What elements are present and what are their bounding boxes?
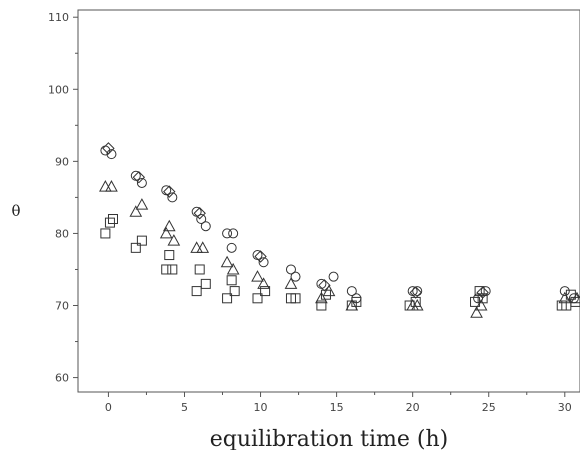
circle-marker — [285, 264, 296, 275]
triangle-marker — [190, 241, 204, 253]
triangle-marker — [159, 226, 173, 239]
square-marker — [477, 293, 488, 304]
x-tick-label: 10 — [254, 401, 268, 414]
diamond-marker — [409, 286, 422, 299]
square-marker — [136, 235, 147, 246]
triangle-marker — [226, 262, 240, 275]
square-marker — [191, 286, 202, 297]
x-tick-label: 20 — [406, 401, 420, 414]
triangle-marker — [257, 277, 270, 289]
diamond-marker — [132, 171, 146, 184]
square-marker — [104, 217, 115, 228]
triangle-marker — [135, 198, 149, 210]
square-marker — [290, 293, 301, 304]
plot-frame — [77, 9, 580, 393]
circle-marker — [106, 149, 117, 160]
triangle-marker — [558, 291, 572, 304]
triangle-marker — [284, 277, 298, 289]
circle-marker — [290, 271, 301, 282]
triangle-marker — [129, 205, 143, 217]
circle-marker — [200, 221, 211, 232]
triangle-marker — [105, 180, 118, 192]
triangle-marker — [99, 180, 112, 192]
y-tick-label: 90 — [55, 155, 69, 168]
square-marker — [316, 300, 327, 311]
diamond-marker — [318, 279, 331, 292]
diamond-marker — [476, 286, 489, 299]
y-axis-label: θ — [11, 202, 20, 220]
x-tick-label: 25 — [482, 401, 496, 414]
data-markers — [99, 142, 580, 318]
triangle-marker — [251, 270, 264, 282]
triangle-marker — [470, 306, 483, 318]
square-marker — [130, 242, 141, 253]
circle-marker — [559, 286, 570, 297]
x-tick-label: 15 — [330, 401, 344, 414]
x-tick-label: 0 — [105, 401, 112, 414]
circle-marker — [196, 214, 207, 225]
square-marker — [252, 293, 263, 304]
diamond-marker — [163, 185, 176, 198]
square-marker — [226, 275, 237, 286]
diamond-marker — [193, 207, 206, 220]
circle-marker — [258, 257, 269, 268]
circle-marker — [167, 192, 178, 203]
y-tick-label: 80 — [55, 227, 69, 240]
square-marker — [320, 289, 331, 300]
square-marker — [107, 214, 118, 225]
diamond-marker — [254, 250, 267, 263]
triangle-marker — [196, 241, 210, 253]
x-tick-label: 30 — [558, 401, 572, 414]
square-marker — [222, 293, 233, 304]
y-axis-ticks: 60 70 80 90 100 110 — [48, 11, 78, 385]
square-marker — [200, 278, 211, 289]
square-marker — [470, 296, 481, 307]
circle-marker — [228, 228, 239, 239]
x-axis-label: equilibration time (h) — [210, 427, 448, 450]
square-marker — [404, 300, 415, 311]
square-marker — [260, 286, 271, 297]
circle-marker — [346, 286, 357, 297]
y-tick-label: 70 — [55, 300, 69, 313]
square-marker — [474, 286, 485, 297]
square-marker — [410, 296, 421, 307]
y-tick-label: 60 — [55, 372, 69, 385]
square-marker — [167, 264, 178, 275]
triangle-marker — [220, 255, 234, 268]
y-tick-label: 110 — [48, 11, 69, 24]
square-marker — [229, 286, 240, 297]
plot-area — [77, 9, 580, 393]
circle-marker — [226, 242, 237, 253]
square-marker — [164, 250, 175, 261]
circle-marker — [136, 177, 147, 188]
triangle-marker — [167, 234, 181, 246]
square-marker — [351, 296, 362, 307]
circle-marker — [412, 286, 423, 297]
diamond-marker — [102, 142, 115, 155]
square-marker — [161, 264, 172, 275]
y-tick-label: 100 — [48, 83, 69, 96]
square-marker — [100, 228, 111, 239]
triangle-marker — [474, 298, 488, 311]
triangle-marker — [162, 219, 176, 232]
triangle-marker — [315, 291, 328, 304]
x-tick-label: 5 — [181, 401, 188, 414]
circle-marker — [222, 228, 233, 239]
square-marker — [194, 264, 205, 275]
circle-marker — [328, 271, 339, 282]
x-axis-ticks: 0 5 10 15 20 25 30 — [105, 392, 572, 414]
